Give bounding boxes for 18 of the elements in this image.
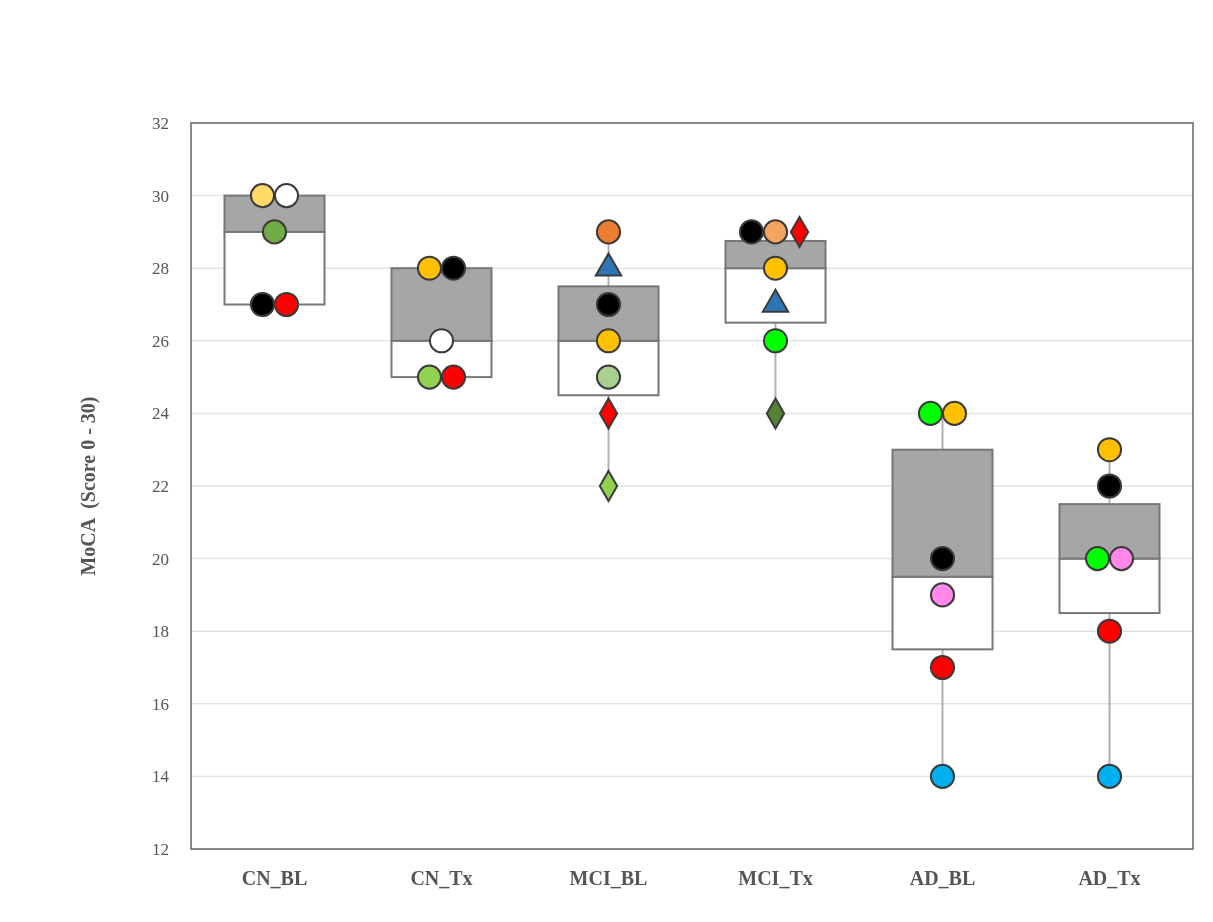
y-tick-label: 30: [152, 186, 169, 206]
y-tick-label: 20: [152, 549, 169, 569]
y-tick-label: 32: [152, 113, 169, 133]
x-tick-label: CN_BL: [241, 867, 308, 890]
y-tick-label: 24: [152, 404, 170, 424]
y-tick-label: 28: [152, 259, 169, 279]
y-tick-label: 18: [152, 622, 169, 642]
y-axis-title: MoCA (Score 0 - 30): [77, 396, 100, 576]
x-tick-label: AD_Tx: [1078, 867, 1141, 890]
y-tick-label: 14: [152, 767, 170, 787]
x-tick-label: AD_BL: [909, 867, 976, 890]
x-tick-label: CN_Tx: [410, 867, 473, 890]
x-tick-label: MCI_BL: [569, 867, 648, 890]
y-tick-label: 12: [152, 839, 169, 859]
x-tick-label: MCI_Tx: [738, 867, 813, 890]
y-tick-label: 26: [152, 331, 169, 351]
y-tick-label: 22: [152, 476, 169, 496]
y-tick-label: 16: [152, 694, 169, 714]
